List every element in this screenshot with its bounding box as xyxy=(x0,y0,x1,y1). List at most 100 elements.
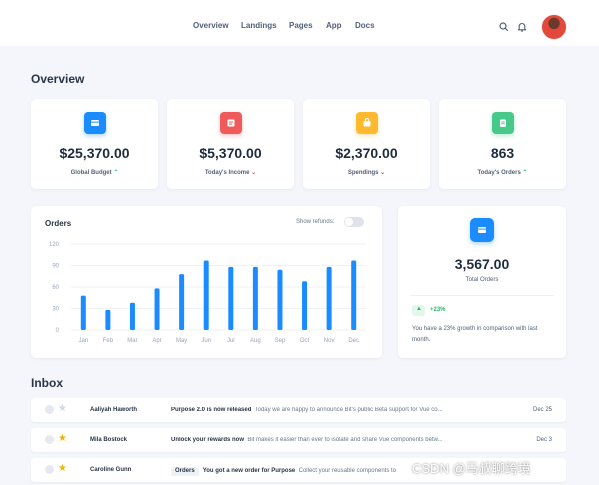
message-body: Today we are happy to announce Bit's pub… xyxy=(254,407,443,413)
bar-aug[interactable] xyxy=(252,266,258,330)
stat-value: $5,370.00 xyxy=(199,145,262,161)
bar-jun[interactable] xyxy=(203,260,209,330)
x-tick-label: Feb xyxy=(103,338,114,344)
stat-label: Today's Orders xyxy=(477,170,521,176)
stat-value: $25,370.00 xyxy=(59,145,130,161)
nav-item-overview[interactable]: Overview xyxy=(193,21,229,30)
sender-name: Aaliyah Haworth xyxy=(90,407,138,413)
bar-feb[interactable] xyxy=(105,309,111,330)
x-tick-label: Nov xyxy=(324,338,335,344)
orders-chart-card: Orders Show refunds: 0 30 60 90 120 Jan Feb Mar… xyxy=(31,206,382,358)
nav-item-app[interactable]: App xyxy=(326,21,342,30)
top-navbar: Overview Landings Pages App Docs xyxy=(0,0,599,46)
sender-name: Caroline Gunn xyxy=(90,467,132,473)
x-tick-label: Jan xyxy=(78,338,88,344)
user-avatar[interactable] xyxy=(541,14,567,40)
x-tick-label: Apr xyxy=(152,338,161,344)
bar-sep[interactable] xyxy=(277,269,283,330)
total-orders-value: 3,567.00 xyxy=(454,256,510,272)
message-preview: Orders You got a new order for Purpose Co… xyxy=(171,467,506,476)
star-icon[interactable]: ★ xyxy=(58,433,67,444)
message-tag: Orders xyxy=(171,467,199,476)
watermark: CSDN @马叔聊跨境 xyxy=(412,461,531,476)
stat-card-global-budget: $25,370.00 Global Budget ⌃ xyxy=(31,99,158,189)
trend-up-icon: ⌃ xyxy=(522,170,528,176)
refunds-toggle-label: Show refunds: xyxy=(296,219,335,225)
trend-down-icon: ⌄ xyxy=(251,170,257,176)
bar-dec[interactable] xyxy=(351,260,357,330)
wallet-icon xyxy=(470,218,494,242)
total-orders-card: 3,567.00 Total Orders ▲ +23% You have a … xyxy=(398,206,566,358)
receipt-icon xyxy=(219,112,242,134)
stat-card-todays-income: $5,370.00 Today's Income ⌄ xyxy=(167,99,294,189)
y-tick-label: 120 xyxy=(49,242,60,248)
chart-title: Orders xyxy=(45,219,72,228)
message-date: Dec 25 xyxy=(532,407,552,413)
growth-badge: ▲ xyxy=(412,305,425,316)
clipboard-icon xyxy=(491,112,514,134)
trend-down-icon: ⌄ xyxy=(380,170,386,176)
stat-card-todays-orders: 863 Today's Orders ⌃ xyxy=(439,99,566,189)
stat-value: $2,370.00 xyxy=(335,145,398,161)
x-tick-label: Mar xyxy=(127,338,137,344)
arrow-up-icon: ▲ xyxy=(416,306,422,312)
inbox-title: Inbox xyxy=(31,376,63,390)
stat-label: Spendings xyxy=(347,170,379,176)
message-preview: Unlock your rewards now Bit makes it eas… xyxy=(171,437,506,443)
x-tick-label: May xyxy=(176,338,187,344)
bar-may[interactable] xyxy=(179,274,185,330)
row-checkbox[interactable] xyxy=(45,405,54,414)
x-tick-label: Oct xyxy=(300,338,310,344)
row-checkbox[interactable] xyxy=(45,435,54,444)
total-orders-label: Total Orders xyxy=(465,277,499,283)
orders-bar-chart: 0 30 60 90 120 Jan Feb Mar Apr May Jun Jul Aug Sep Oct… xyxy=(49,242,366,344)
inbox-row[interactable]: ★ Caroline Gunn Orders You got a new orde… xyxy=(31,458,566,482)
stat-label: Today's Income xyxy=(204,170,250,176)
refunds-toggle[interactable] xyxy=(344,217,364,227)
row-checkbox[interactable] xyxy=(45,465,54,474)
bar-mar[interactable] xyxy=(129,302,135,330)
nav-item-docs[interactable]: Docs xyxy=(355,21,375,30)
x-tick-label: Jun xyxy=(201,338,211,344)
message-preview: Purpose 2.0 is now released Today we are… xyxy=(171,407,506,413)
search-icon[interactable] xyxy=(498,20,510,32)
y-tick-label: 0 xyxy=(56,328,60,334)
star-icon[interactable]: ★ xyxy=(58,463,67,474)
nav-item-pages[interactable]: Pages xyxy=(289,21,313,30)
message-subject: Unlock your rewards now xyxy=(171,437,245,443)
inbox-row[interactable]: ★ Mila Bostock Unlock your rewards now B… xyxy=(31,428,566,452)
inbox-row[interactable]: ★ Aaliyah Haworth Purpose 2.0 is now rel… xyxy=(31,398,566,422)
x-tick-label: Jul xyxy=(227,338,235,344)
y-tick-label: 90 xyxy=(52,264,59,270)
bell-icon[interactable] xyxy=(516,20,528,32)
message-body: Collect your reusable components to xyxy=(298,468,396,474)
message-body: Bit makes it easier than ever to isolate… xyxy=(247,437,443,443)
wallet-icon xyxy=(83,112,106,134)
trend-up-icon: ⌃ xyxy=(113,170,119,176)
y-tick-label: 30 xyxy=(52,307,59,313)
toggle-knob xyxy=(345,218,353,226)
bar-jul[interactable] xyxy=(228,266,234,330)
bar-jan[interactable] xyxy=(80,295,86,330)
x-tick-label: Dec xyxy=(348,338,359,344)
divider xyxy=(410,295,554,296)
y-tick-label: 60 xyxy=(52,285,59,291)
message-subject: Purpose 2.0 is now released xyxy=(171,407,252,413)
nav-item-landings[interactable]: Landings xyxy=(241,21,277,30)
x-tick-label: Aug xyxy=(250,338,261,344)
message-subject: You got a new order for Purpose xyxy=(202,468,296,474)
bar-nov[interactable] xyxy=(326,266,332,330)
main-nav: Overview Landings Pages App Docs xyxy=(0,0,599,46)
overview-title: Overview xyxy=(31,72,85,86)
stat-value: 863 xyxy=(490,145,515,161)
stat-card-spendings: $2,370.00 Spendings ⌄ xyxy=(303,99,430,189)
bar-oct[interactable] xyxy=(302,281,308,330)
bag-icon xyxy=(355,112,378,134)
sender-name: Mila Bostock xyxy=(90,437,128,443)
message-date: Dec 3 xyxy=(536,437,552,443)
star-icon[interactable]: ★ xyxy=(58,403,67,414)
bar-apr[interactable] xyxy=(154,288,160,330)
growth-description: You have a 23% growth in comparison with… xyxy=(412,326,538,343)
x-tick-label: Sep xyxy=(275,338,286,344)
stat-label: Global Budget xyxy=(70,170,112,176)
